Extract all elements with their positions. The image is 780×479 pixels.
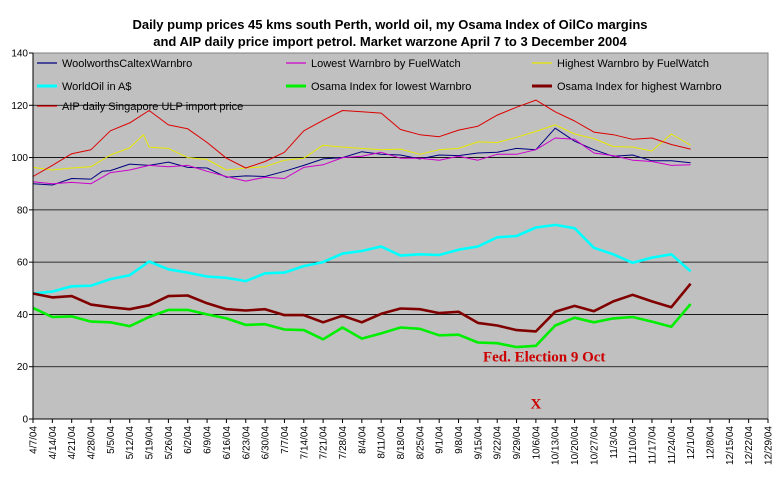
x-tick-label: 10/20/04 xyxy=(570,426,581,465)
legend-label-2: Highest Warnbro by FuelWatch xyxy=(557,58,709,70)
x-tick-label: 5/19/04 xyxy=(145,426,156,460)
x-tick-label: 12/15/04 xyxy=(725,426,736,465)
x-tick-label: 12/8/04 xyxy=(705,426,716,460)
x-tick-label: 6/9/04 xyxy=(203,426,214,454)
x-tick-label: 7/7/04 xyxy=(280,426,291,454)
y-tick-label: 40 xyxy=(17,310,29,321)
x-tick-label: 6/23/04 xyxy=(241,426,252,460)
x-tick-label: 6/30/04 xyxy=(261,426,272,460)
legend-label-3: WorldOil in A$ xyxy=(62,81,132,93)
y-tick-label: 80 xyxy=(17,205,29,216)
x-tick-label: 7/28/04 xyxy=(338,426,349,460)
y-axis: 0 20 40 60 80 100 120 140 xyxy=(11,49,34,426)
y-tick-label: 120 xyxy=(11,101,28,112)
y-tick-label: 140 xyxy=(11,49,28,60)
series-line-4 xyxy=(32,303,692,349)
x-tick-label: 9/22/04 xyxy=(493,426,504,460)
y-tick-label: 20 xyxy=(17,362,29,373)
annotation-0: Fed. Election 9 Oct xyxy=(483,349,605,365)
y-tick-label: 60 xyxy=(17,258,29,269)
x-tick-label: 10/6/04 xyxy=(531,426,542,460)
chart-title-line-1: Daily pump prices 45 kms south Perth, wo… xyxy=(132,17,647,32)
x-tick-label: 10/27/04 xyxy=(589,426,600,465)
series-line-3 xyxy=(32,223,692,295)
series-line-1 xyxy=(32,137,691,185)
x-tick-label: 9/15/04 xyxy=(473,426,484,460)
x-tick-label: 8/4/04 xyxy=(357,426,368,454)
legend-label-5: Osama Index for highest Warnbro xyxy=(557,81,722,93)
y-tick-label: 0 xyxy=(22,415,28,426)
x-tick-label: 4/7/04 xyxy=(29,426,40,454)
x-tick-label: 4/14/04 xyxy=(48,426,59,460)
x-tick-label: 4/21/04 xyxy=(67,426,78,460)
x-tick-label: 6/16/04 xyxy=(222,426,233,460)
x-tick-label: 5/12/04 xyxy=(125,426,136,460)
x-tick-label: 9/29/04 xyxy=(512,426,523,460)
series-line-2 xyxy=(32,124,691,171)
x-tick-label: 11/10/04 xyxy=(628,426,639,465)
x-tick-label: 8/25/04 xyxy=(415,426,426,460)
legend-label-0: WoolworthsCaltexWarnbro xyxy=(62,58,192,70)
annotations: Fed. Election 9 Oct X xyxy=(483,349,605,412)
x-tick-label: 6/2/04 xyxy=(183,426,194,454)
x-tick-label: 11/24/04 xyxy=(667,426,678,465)
x-tick-label: 12/22/04 xyxy=(744,426,755,465)
x-tick-label: 10/13/04 xyxy=(551,426,562,465)
x-tick-label: 8/11/04 xyxy=(377,426,388,459)
x-tick-label: 11/3/04 xyxy=(609,426,620,459)
legend: WoolworthsCaltexWarnbro Lowest Warnbro by… xyxy=(37,58,722,113)
x-tick-label: 12/29/04 xyxy=(764,426,775,465)
series-line-5 xyxy=(32,282,692,333)
x-tick-label: 7/21/04 xyxy=(319,426,330,460)
annotation-1: X xyxy=(530,397,541,413)
x-tick-label: 5/5/04 xyxy=(106,426,117,454)
x-tick-label: 9/1/04 xyxy=(435,426,446,454)
series-line-6 xyxy=(32,99,691,177)
x-tick-label: 11/17/04 xyxy=(647,426,658,465)
x-tick-label: 5/26/04 xyxy=(164,426,175,460)
series-group xyxy=(32,99,692,349)
chart-title-line-2: and AIP daily price import petrol. Marke… xyxy=(153,34,627,49)
x-axis: 4/7/04 4/14/04 4/21/04 4/28/04 5/5/04 5/12/04… xyxy=(29,418,775,465)
legend-label-4: Osama Index for lowest Warnbro xyxy=(311,81,471,93)
x-tick-label: 4/28/04 xyxy=(87,426,98,460)
legend-label-6: AIP daily Singapore ULP import price xyxy=(62,101,243,113)
x-tick-label: 8/18/04 xyxy=(396,426,407,460)
y-tick-label: 100 xyxy=(11,153,28,164)
x-tick-label: 12/1/04 xyxy=(686,426,697,460)
x-tick-label: 7/14/04 xyxy=(299,426,310,460)
plot-area xyxy=(32,52,769,420)
legend-label-1: Lowest Warnbro by FuelWatch xyxy=(311,58,461,70)
series-line-0 xyxy=(32,127,691,186)
x-tick-label: 9/8/04 xyxy=(454,426,465,454)
